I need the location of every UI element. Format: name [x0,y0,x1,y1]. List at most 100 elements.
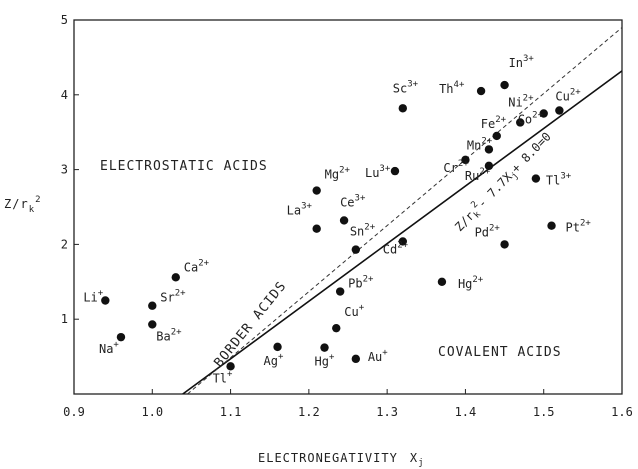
ion-charge: 2+ [489,223,500,233]
ion-label: Th4+ [439,80,465,96]
ion-label: Co2+ [518,111,544,127]
region-label-electrostatic: ELECTROSTATIC ACIDS [100,159,268,174]
x-tick-label: 1.6 [611,405,633,419]
data-point [398,237,407,246]
ion-symbol: La [287,204,301,218]
ion-label: Tl+ [213,369,233,385]
ion-charge: 3+ [379,164,390,174]
ion-symbol: Li [83,291,97,305]
ion-charge: 3+ [301,202,312,212]
data-point [335,287,345,296]
data-point [332,323,341,333]
data-point [461,155,470,165]
ion-charge: 4+ [454,80,465,90]
ion-symbol: Cr [443,161,457,175]
y-axis-title: Z/rk2 [4,195,42,215]
x-axis-title-text: ELECTRONEGATIVITY [258,451,398,465]
x-tick-label: 1.0 [141,405,163,419]
data-point [500,240,509,249]
ion-label: Ca2+ [184,258,210,274]
data-point [171,273,180,282]
ion-symbol: Ce [340,195,354,209]
ion-label: Tl3+ [546,172,572,188]
data-point [116,332,126,342]
ion-symbol: Sn [350,225,364,239]
data-point [320,343,329,352]
y-tick-label: 1 [61,312,68,326]
ion-symbol: Mg [325,168,339,182]
ion-label: Na+ [99,340,119,356]
ion-symbol: Hg [458,277,472,291]
ion-charge: + [227,369,233,379]
ion-symbol: Pd [475,225,489,239]
data-point [148,320,157,329]
data-point [312,224,321,233]
data-point [101,296,110,305]
ion-label: La3+ [287,202,313,218]
ion-charge: 3+ [560,172,571,182]
ion-label: Lu3+ [365,164,391,180]
x-tick-label: 1.3 [376,405,398,419]
ion-symbol: Th [439,82,453,96]
ion-label: Sr2+ [160,289,186,305]
ion-charge: 2+ [198,258,209,268]
y-tick-label: 3 [61,163,68,177]
ion-charge: 2+ [481,136,492,146]
ion-label: Hg2+ [458,275,484,291]
ion-label: Ag+ [264,352,284,368]
ion-charge: 2+ [479,167,490,177]
y-axis-subscript: k [29,205,35,215]
ion-label: Fe2+ [481,115,507,131]
eq-sub-j: j [510,171,521,182]
ion-symbol: Au [368,350,382,364]
ion-charge: 2+ [364,223,375,233]
ion-label: Cu+ [344,303,364,319]
data-point [351,245,361,254]
ion-charge: + [278,352,284,362]
ion-label: Sc3+ [393,79,419,95]
plot-frame [73,19,623,395]
ion-charge: 2+ [175,289,186,299]
ion-label: Ce3+ [340,193,366,209]
x-tick-label: 1.4 [455,405,477,419]
data-point [437,277,447,286]
dashed-boundary-line [187,27,622,394]
ion-charge: 2+ [339,166,350,176]
x-tick-label: 0.9 [63,405,85,419]
ion-symbol: Lu [365,166,379,180]
x-axis-symbol: X [410,451,418,465]
data-point [484,161,494,171]
eq-tail: + 8.0=0 [509,129,554,175]
ion-label: In3+ [509,54,535,70]
ion-symbol: Cd [383,242,397,256]
data-point [390,166,400,176]
data-point [555,106,564,115]
ion-symbol: Na [99,342,113,356]
data-point [398,104,407,113]
y-axis-title-text: Z/r [4,197,29,211]
y-tick-label: 5 [61,13,68,27]
ion-charge: 2+ [532,111,543,121]
data-point [351,354,361,364]
data-point [516,118,525,127]
y-tick-label: 2 [61,237,68,251]
ion-symbol: Hg [315,355,329,369]
data-point [539,109,548,118]
ion-charge: 2+ [171,327,182,337]
ion-symbol: Pt [566,221,580,235]
ion-charge: 2+ [495,115,506,125]
ion-symbol: Cu [555,90,569,104]
ion-symbol: In [509,56,523,70]
data-point [148,301,157,310]
eq-sup-2: 2 [469,200,480,211]
eq-sub-k: k [472,209,483,220]
ion-charge: 2+ [472,275,483,285]
x-tick-label: 1.5 [533,405,555,419]
ion-label: Cd2+ [383,240,409,256]
x-tick-label: 1.2 [298,405,320,419]
region-label-covalent: COVALENT ACIDS [438,345,562,360]
ion-label: Cu2+ [555,88,581,104]
ion-charge: 3+ [407,79,418,89]
data-point [547,221,556,230]
